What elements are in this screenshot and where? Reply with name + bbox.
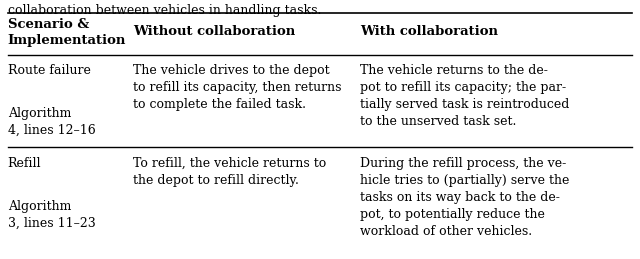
Text: Scenario &
Implementation: Scenario & Implementation xyxy=(8,18,126,47)
Text: Algorithm
4, lines 12–16: Algorithm 4, lines 12–16 xyxy=(8,107,95,136)
Text: collaboration between vehicles in handling tasks.: collaboration between vehicles in handli… xyxy=(8,4,321,17)
Text: Refill: Refill xyxy=(8,157,41,170)
Text: The vehicle drives to the depot
to refill its capacity, then returns
to complete: The vehicle drives to the depot to refil… xyxy=(133,64,342,111)
Text: With collaboration: With collaboration xyxy=(360,25,498,38)
Text: To refill, the vehicle returns to
the depot to refill directly.: To refill, the vehicle returns to the de… xyxy=(133,157,326,187)
Text: Route failure: Route failure xyxy=(8,64,90,77)
Text: During the refill process, the ve-
hicle tries to (partially) serve the
tasks on: During the refill process, the ve- hicle… xyxy=(360,157,569,238)
Text: Without collaboration: Without collaboration xyxy=(133,25,296,38)
Text: Algorithm
3, lines 11–23: Algorithm 3, lines 11–23 xyxy=(8,200,95,230)
Text: The vehicle returns to the de-
pot to refill its capacity; the par-
tially serve: The vehicle returns to the de- pot to re… xyxy=(360,64,569,128)
